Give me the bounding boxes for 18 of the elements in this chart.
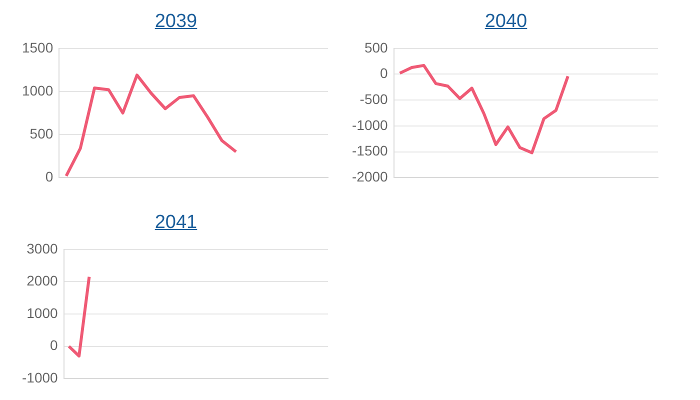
chart-title: 2041	[154, 211, 198, 235]
y-tick-label: -2000	[352, 168, 388, 184]
y-tick-label: -1000	[22, 369, 58, 386]
y-tick-label: 0	[380, 65, 388, 82]
y-tick-label: 2000	[26, 272, 58, 289]
y-tick-label: 500	[30, 125, 54, 142]
chart-title: 2040	[484, 10, 528, 34]
y-tick-label: 0	[45, 168, 54, 184]
y-tick-label: 0	[50, 337, 58, 354]
y-tick-label: 3000	[26, 240, 58, 256]
y-tick-label: 1000	[26, 304, 58, 321]
y-tick-label: -500	[360, 90, 388, 107]
y-tick-label: -1000	[352, 116, 388, 133]
chart-title: 2039	[154, 10, 198, 34]
y-tick-label: 1000	[22, 82, 54, 98]
y-tick-label: -1500	[352, 142, 388, 159]
y-tick-label: 1500	[22, 39, 54, 56]
y-tick-label: 500	[364, 39, 388, 56]
